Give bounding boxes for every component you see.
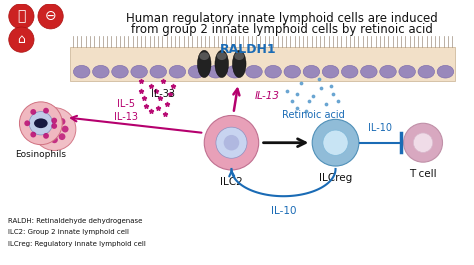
Text: ILCreg: Regulatory innate lymphoid cell: ILCreg: Regulatory innate lymphoid cell (8, 241, 146, 247)
Circle shape (204, 116, 259, 170)
Ellipse shape (232, 50, 246, 78)
Circle shape (59, 133, 65, 140)
Text: IL-10: IL-10 (271, 206, 296, 216)
Ellipse shape (322, 65, 339, 78)
Circle shape (19, 102, 62, 145)
Bar (70, 47, 455, 81)
Circle shape (30, 132, 36, 138)
Ellipse shape (198, 50, 211, 78)
Ellipse shape (169, 65, 186, 78)
Text: IL-10: IL-10 (368, 123, 392, 133)
Text: ILC2: Group 2 innate lymphoid cell: ILC2: Group 2 innate lymphoid cell (8, 229, 129, 235)
Ellipse shape (437, 65, 454, 78)
Ellipse shape (215, 50, 228, 78)
Ellipse shape (284, 65, 301, 78)
Circle shape (44, 133, 50, 140)
Ellipse shape (73, 65, 90, 78)
Text: from group 2 innate lymphoid cells by retinoic acid: from group 2 innate lymphoid cells by re… (131, 23, 433, 36)
Circle shape (51, 136, 58, 143)
Circle shape (44, 118, 50, 125)
Text: ⊖: ⊖ (45, 9, 56, 23)
Ellipse shape (361, 65, 377, 78)
Ellipse shape (150, 65, 166, 78)
Circle shape (62, 126, 69, 132)
Circle shape (29, 112, 53, 135)
Circle shape (9, 4, 34, 29)
Circle shape (51, 123, 57, 129)
Circle shape (40, 126, 47, 132)
Ellipse shape (246, 65, 262, 78)
Ellipse shape (188, 65, 205, 78)
Text: IL-33: IL-33 (151, 89, 175, 99)
Circle shape (413, 133, 433, 152)
Ellipse shape (303, 65, 319, 78)
Ellipse shape (200, 52, 209, 60)
Text: 🚶: 🚶 (17, 9, 26, 23)
Circle shape (216, 127, 247, 158)
Text: RALDH1: RALDH1 (219, 43, 276, 56)
Text: Eosinophils: Eosinophils (15, 150, 66, 159)
Text: IL-13: IL-13 (255, 91, 280, 101)
Ellipse shape (131, 65, 147, 78)
Ellipse shape (399, 65, 415, 78)
Text: Retinoic acid: Retinoic acid (282, 111, 345, 121)
Text: T cell: T cell (409, 169, 437, 179)
Circle shape (51, 115, 58, 122)
Circle shape (59, 118, 65, 125)
Ellipse shape (234, 52, 244, 60)
Circle shape (224, 135, 239, 151)
Circle shape (30, 109, 36, 115)
Circle shape (9, 27, 34, 52)
Ellipse shape (34, 118, 48, 128)
Ellipse shape (227, 65, 243, 78)
Circle shape (38, 4, 63, 29)
Circle shape (323, 130, 348, 155)
Text: ⌂: ⌂ (18, 33, 25, 46)
Circle shape (24, 120, 30, 126)
Ellipse shape (380, 65, 396, 78)
Ellipse shape (208, 65, 224, 78)
Circle shape (312, 119, 359, 166)
Circle shape (43, 133, 49, 139)
Ellipse shape (341, 65, 358, 78)
Text: ILC2: ILC2 (220, 176, 243, 187)
Text: IL-5
IL-13: IL-5 IL-13 (114, 99, 138, 122)
Ellipse shape (217, 52, 227, 60)
Text: Human regulatory innate lymphoid cells are induced: Human regulatory innate lymphoid cells a… (126, 12, 438, 25)
Ellipse shape (92, 65, 109, 78)
Text: RALDH: Retinaldehyde dehydrogenase: RALDH: Retinaldehyde dehydrogenase (8, 218, 142, 223)
Ellipse shape (112, 65, 128, 78)
Circle shape (403, 123, 443, 162)
Circle shape (43, 108, 49, 114)
Circle shape (51, 118, 57, 123)
Circle shape (33, 108, 76, 151)
Ellipse shape (265, 65, 282, 78)
Text: ILCreg: ILCreg (319, 173, 352, 183)
Ellipse shape (418, 65, 435, 78)
